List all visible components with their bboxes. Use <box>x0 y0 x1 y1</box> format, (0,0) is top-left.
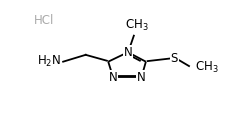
Text: CH$_3$: CH$_3$ <box>125 18 149 33</box>
Text: S: S <box>171 52 178 65</box>
Text: CH$_3$: CH$_3$ <box>195 60 218 75</box>
Text: H$_2$N: H$_2$N <box>37 54 61 69</box>
Text: N: N <box>109 71 117 84</box>
Text: HCl: HCl <box>34 14 54 27</box>
Text: N: N <box>137 71 146 84</box>
Text: N: N <box>124 46 132 59</box>
